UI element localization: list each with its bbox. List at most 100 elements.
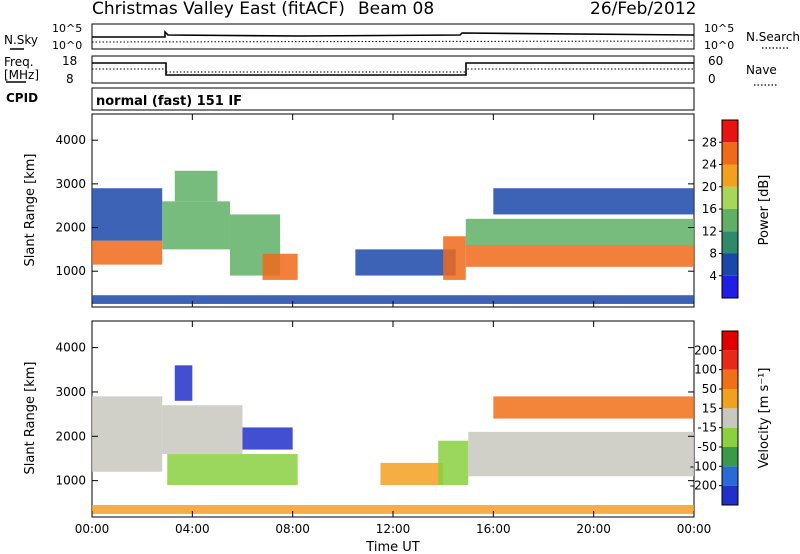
data-band bbox=[92, 188, 163, 241]
x-tick-label: 00:00 bbox=[677, 522, 712, 536]
colorbar-segment bbox=[722, 209, 738, 232]
data-band bbox=[262, 253, 298, 280]
colorbar-segment bbox=[722, 164, 738, 187]
data-band bbox=[92, 240, 163, 265]
data-band bbox=[493, 396, 694, 419]
x-tick-label: 00:00 bbox=[75, 522, 110, 536]
cpid-label: CPID bbox=[6, 91, 38, 105]
data-band bbox=[92, 396, 163, 472]
freq-label: Freq. bbox=[4, 55, 34, 69]
nsky-right-tick-top: 10^5 bbox=[704, 22, 734, 35]
x-tick-label: 20:00 bbox=[576, 522, 611, 536]
velocity-y-axis-label: Slant Range [km] bbox=[23, 362, 38, 475]
colorbar-segment bbox=[722, 186, 738, 209]
power-colorbar: 4 8 12 16 20 24 28 bbox=[702, 119, 739, 299]
data-band bbox=[465, 218, 694, 245]
nsky-left-tick-bottom: 10^0 bbox=[52, 39, 82, 52]
x-tick-label: 12:00 bbox=[376, 522, 411, 536]
nave-label: Nave bbox=[746, 63, 777, 77]
nsky-series bbox=[92, 30, 695, 38]
colorbar-segment bbox=[722, 447, 738, 467]
colorbar-tick-label: 50 bbox=[702, 382, 717, 396]
nave-right-tick-top: 60 bbox=[708, 54, 723, 68]
y-tick-label: 4000 bbox=[55, 341, 86, 355]
y-tick-label: 1000 bbox=[55, 264, 86, 278]
velocity-y-ticks: 1000 2000 3000 4000 bbox=[55, 341, 694, 488]
data-band bbox=[443, 236, 466, 280]
colorbar-segment bbox=[722, 231, 738, 254]
power-colorbar-label: Power [dB] bbox=[757, 175, 772, 246]
nsky-label: N.Sky bbox=[4, 33, 38, 47]
velocity-colorbar: 200 100 50 15 -15 -50 -100 -200 bbox=[690, 330, 739, 506]
velocity-bands bbox=[92, 365, 694, 514]
data-band bbox=[174, 365, 193, 401]
data-band bbox=[465, 244, 694, 267]
x-axis-label: Time UT bbox=[365, 540, 419, 554]
data-band bbox=[92, 295, 694, 304]
nsearch-series bbox=[91, 40, 695, 43]
cpid-panel-frame bbox=[91, 87, 695, 111]
x-tick-label: 08:00 bbox=[275, 522, 310, 536]
nsky-panel-frame bbox=[91, 23, 695, 50]
nsearch-label: N.Search bbox=[746, 30, 800, 44]
date-label: 26/Feb/2012 bbox=[590, 0, 696, 19]
colorbar-segment bbox=[722, 350, 738, 370]
colorbar-segment bbox=[722, 275, 738, 298]
power-bands bbox=[92, 170, 694, 304]
colorbar-tick-label: 15 bbox=[702, 401, 717, 415]
y-tick-label: 3000 bbox=[55, 177, 86, 191]
power-y-ticks: 1000 2000 3000 4000 bbox=[55, 133, 694, 278]
freq-unit-label: [MHz] bbox=[4, 68, 39, 82]
x-axis-ticks: 00:00 04:00 08:00 12:00 16:00 20:00 00:00 bbox=[75, 114, 712, 536]
data-band bbox=[242, 427, 293, 450]
colorbar-tick-label: 100 bbox=[694, 363, 717, 377]
data-band bbox=[468, 431, 694, 477]
colorbar-segment bbox=[722, 466, 738, 486]
power-y-axis-label: Slant Range [km] bbox=[23, 154, 38, 267]
y-tick-label: 1000 bbox=[55, 474, 86, 488]
nave-series bbox=[92, 68, 694, 73]
station-title: Christmas Valley East (fitACF) bbox=[92, 0, 345, 19]
freq-series bbox=[92, 62, 694, 76]
data-band bbox=[380, 462, 444, 486]
colorbar-segment bbox=[722, 485, 738, 505]
colorbar-tick-label: 200 bbox=[694, 343, 717, 357]
colorbar-tick-label: -100 bbox=[690, 459, 717, 473]
data-band bbox=[493, 188, 694, 215]
beam-label: Beam 08 bbox=[358, 0, 434, 19]
colorbar-tick-label: 4 bbox=[709, 269, 717, 283]
colorbar-segment bbox=[722, 389, 738, 409]
colorbar-segment bbox=[722, 142, 738, 165]
nsky-right-tick-bottom: 10^0 bbox=[704, 39, 734, 52]
data-band bbox=[355, 249, 456, 276]
colorbar-segment bbox=[722, 120, 738, 143]
data-band bbox=[438, 440, 469, 486]
data-band bbox=[174, 170, 218, 202]
colorbar-tick-label: 28 bbox=[702, 135, 717, 149]
data-band bbox=[92, 505, 694, 514]
colorbar-tick-label: 20 bbox=[702, 180, 717, 194]
colorbar-segment bbox=[722, 253, 738, 276]
freq-left-tick-top: 18 bbox=[62, 54, 77, 68]
data-band bbox=[162, 201, 230, 250]
power-panel: 1000 2000 3000 4000 Slant Range [km] 4 8 12 16… bbox=[23, 113, 772, 308]
nsky-left-tick-top: 10^5 bbox=[52, 22, 82, 35]
x-tick-label: 16:00 bbox=[476, 522, 511, 536]
y-tick-label: 4000 bbox=[55, 133, 86, 147]
colorbar-tick-label: 12 bbox=[702, 224, 717, 238]
colorbar-tick-label: 16 bbox=[702, 202, 717, 216]
y-tick-label: 2000 bbox=[55, 429, 86, 443]
colorbar-segment bbox=[722, 427, 738, 447]
data-band bbox=[162, 405, 243, 455]
cpid-value: normal (fast) 151 IF bbox=[96, 94, 242, 109]
nave-right-tick-bottom: 0 bbox=[708, 72, 716, 86]
colorbar-segment bbox=[722, 331, 738, 351]
x-tick-label: 04:00 bbox=[175, 522, 210, 536]
colorbar-frame bbox=[721, 330, 739, 506]
colorbar-tick-label: -200 bbox=[690, 479, 717, 493]
colorbar-tick-label: -15 bbox=[697, 421, 717, 435]
velocity-colorbar-label: Velocity [m s⁻¹] bbox=[757, 368, 772, 469]
colorbar-tick-label: 24 bbox=[702, 158, 717, 172]
colorbar-segment bbox=[722, 408, 738, 428]
